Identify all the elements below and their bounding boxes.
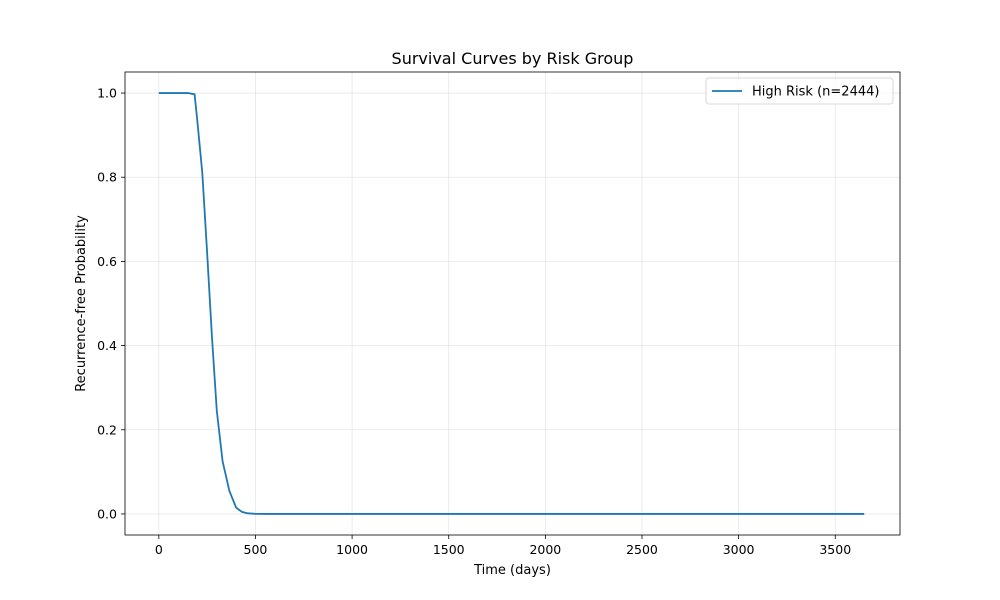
series-line-high-risk <box>158 92 865 515</box>
chart-title: Survival Curves by Risk Group <box>392 49 634 68</box>
x-tick-label: 500 <box>244 542 268 557</box>
y-tick-label: 0.0 <box>97 506 117 521</box>
y-tick-label: 0.8 <box>97 170 117 185</box>
plot-frame <box>124 71 901 536</box>
tick-layer: 0 500 1000 1500 2000 2500 3000 3500 0.0 0.2 0.4 0.6… <box>97 86 851 557</box>
y-tick-label: 1.0 <box>97 86 117 101</box>
legend-label-high-risk: High Risk (n=2444) <box>752 85 879 100</box>
legend-box <box>705 77 894 105</box>
y-tick-label: 0.4 <box>97 338 117 353</box>
x-tick-label: 0 <box>155 542 163 557</box>
x-tick-label: 1500 <box>433 542 465 557</box>
legend: High Risk (n=2444) <box>705 77 894 105</box>
y-tick-label: 0.2 <box>97 422 117 437</box>
x-tick-label: 2000 <box>529 542 561 557</box>
x-tick-label: 1000 <box>336 542 368 557</box>
y-axis-label: Recurrence-free Probability <box>74 215 89 392</box>
x-tick-label: 3500 <box>819 542 851 557</box>
y-tick-label: 0.6 <box>97 254 117 269</box>
series-layer <box>158 92 865 515</box>
x-tick-label: 2500 <box>626 542 658 557</box>
x-axis-label: Time (days) <box>473 563 551 578</box>
x-tick-label: 3000 <box>723 542 755 557</box>
